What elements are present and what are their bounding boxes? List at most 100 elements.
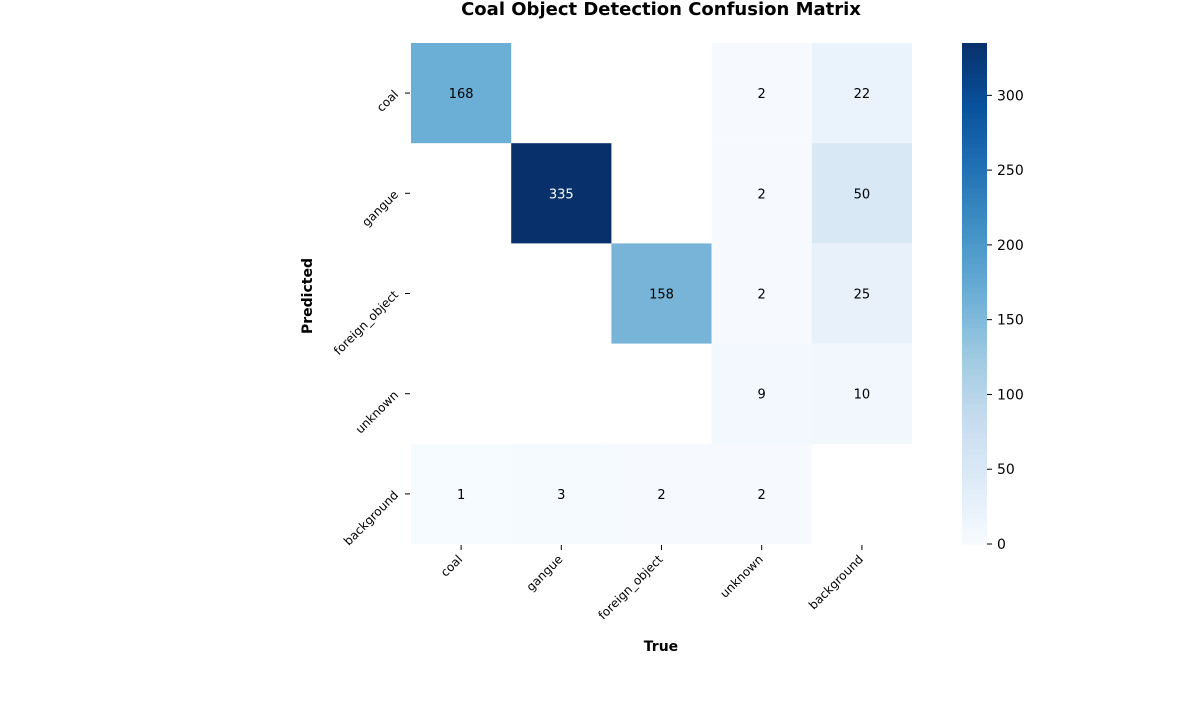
colorbar-segment [962, 208, 987, 214]
colorbar-segment [962, 68, 987, 74]
cell-gangue-background [811, 143, 912, 244]
cell-value-label: 2 [758, 87, 766, 102]
colorbar-tick-label: 100 [997, 387, 1024, 403]
colorbar-segment [962, 413, 987, 420]
colorbar-segment [962, 88, 987, 94]
cell-background-coal [411, 443, 512, 544]
colorbar-segment [962, 328, 987, 335]
cell-value-label: 2 [657, 488, 665, 503]
cell-coal-unknown [711, 43, 812, 144]
cell-foreign_object-background [811, 243, 912, 344]
colorbar-segment [962, 98, 987, 104]
colorbar-segment [962, 448, 987, 455]
colorbar-segment [962, 138, 987, 144]
colorbar-segment [962, 423, 987, 430]
colorbar-segment [962, 333, 987, 340]
colorbar-segment [962, 398, 987, 405]
colorbar-segment [962, 478, 987, 485]
cell-value-label: 168 [449, 87, 474, 102]
colorbar-tick-label: 250 [997, 163, 1024, 179]
colorbar-segment [962, 93, 987, 99]
cell-value-label: 9 [758, 388, 766, 403]
colorbar-segment [962, 438, 987, 445]
colorbar-segment [962, 503, 987, 510]
colorbar-segment [962, 238, 987, 244]
cell-background-unknown [711, 443, 812, 544]
cell-value-label: 2 [758, 187, 766, 202]
colorbar-segment [962, 263, 987, 270]
colorbar-segment [962, 118, 987, 124]
colorbar-segment [962, 348, 987, 355]
colorbar-tick-label: 150 [997, 313, 1024, 329]
colorbar-segment [962, 283, 987, 290]
colorbar-segment [962, 458, 987, 465]
colorbar-segment [962, 443, 987, 450]
colorbar-segment [962, 353, 987, 360]
colorbar-segment [962, 343, 987, 350]
y-tick-label-gangue: gangue [359, 188, 401, 230]
cell-value-label: 1 [457, 488, 465, 503]
colorbar-segment [962, 323, 987, 330]
colorbar-segment [962, 43, 987, 49]
x-tick-label-coal: coal [438, 552, 465, 579]
colorbar-segment [962, 363, 987, 370]
colorbar-segment [962, 408, 987, 415]
cell-value-label: 10 [854, 388, 871, 403]
colorbar-segment [962, 113, 987, 119]
colorbar-segment [962, 393, 987, 400]
colorbar-segment [962, 293, 987, 300]
y-tick-label-foreign_object: foreign_object [331, 288, 401, 358]
colorbar-segment [962, 213, 987, 219]
cell-foreign_object-foreign_object [611, 243, 712, 344]
colorbar-segment [962, 178, 987, 184]
colorbar-segment [962, 538, 987, 545]
colorbar-segment [962, 488, 987, 495]
colorbar-segment [962, 233, 987, 239]
colorbar-segment [962, 468, 987, 475]
colorbar: 0 50 100 150 200 250 300 [962, 43, 1024, 553]
colorbar-segment [962, 528, 987, 535]
colorbar-segment [962, 253, 987, 260]
cell-gangue-gangue [511, 143, 612, 244]
colorbar-segment [962, 288, 987, 295]
colorbar-segment [962, 73, 987, 79]
colorbar-tick-label: 0 [997, 537, 1006, 553]
cell-value-label: 25 [854, 288, 871, 303]
colorbar-segment [962, 533, 987, 540]
cell-gangue-unknown [711, 143, 812, 244]
colorbar-segment [962, 513, 987, 520]
colorbar-segment [962, 198, 987, 204]
colorbar-segment [962, 143, 987, 149]
colorbar-segment [962, 193, 987, 199]
colorbar-segment [962, 158, 987, 164]
colorbar-tick-label: 200 [997, 238, 1024, 254]
colorbar-segment [962, 403, 987, 410]
colorbar-segment [962, 313, 987, 320]
colorbar-segment [962, 498, 987, 505]
heatmap-cells [411, 43, 912, 544]
cell-value-label: 22 [854, 87, 871, 102]
colorbar-segment [962, 173, 987, 179]
colorbar-segment [962, 378, 987, 385]
colorbar-segment [962, 338, 987, 345]
colorbar-segment [962, 303, 987, 310]
colorbar-segment [962, 218, 987, 224]
colorbar-segment [962, 318, 987, 325]
colorbar-segment [962, 368, 987, 375]
colorbar-segment [962, 428, 987, 435]
cell-unknown-background [811, 343, 912, 444]
colorbar-segment [962, 433, 987, 440]
colorbar-segment [962, 223, 987, 229]
x-axis-ticks: coal gangue foreign_object unknown backgroun… [438, 545, 866, 622]
x-tick-label-gangue: gangue [524, 552, 566, 594]
colorbar-segment [962, 128, 987, 134]
colorbar-segment [962, 298, 987, 305]
x-tick-label-unknown: unknown [717, 552, 765, 600]
cell-unknown-unknown [711, 343, 812, 444]
cell-value-label: 3 [557, 488, 565, 503]
y-tick-label-background: background [341, 488, 401, 548]
colorbar-segment [962, 278, 987, 285]
y-tick-label-unknown: unknown [353, 388, 401, 436]
